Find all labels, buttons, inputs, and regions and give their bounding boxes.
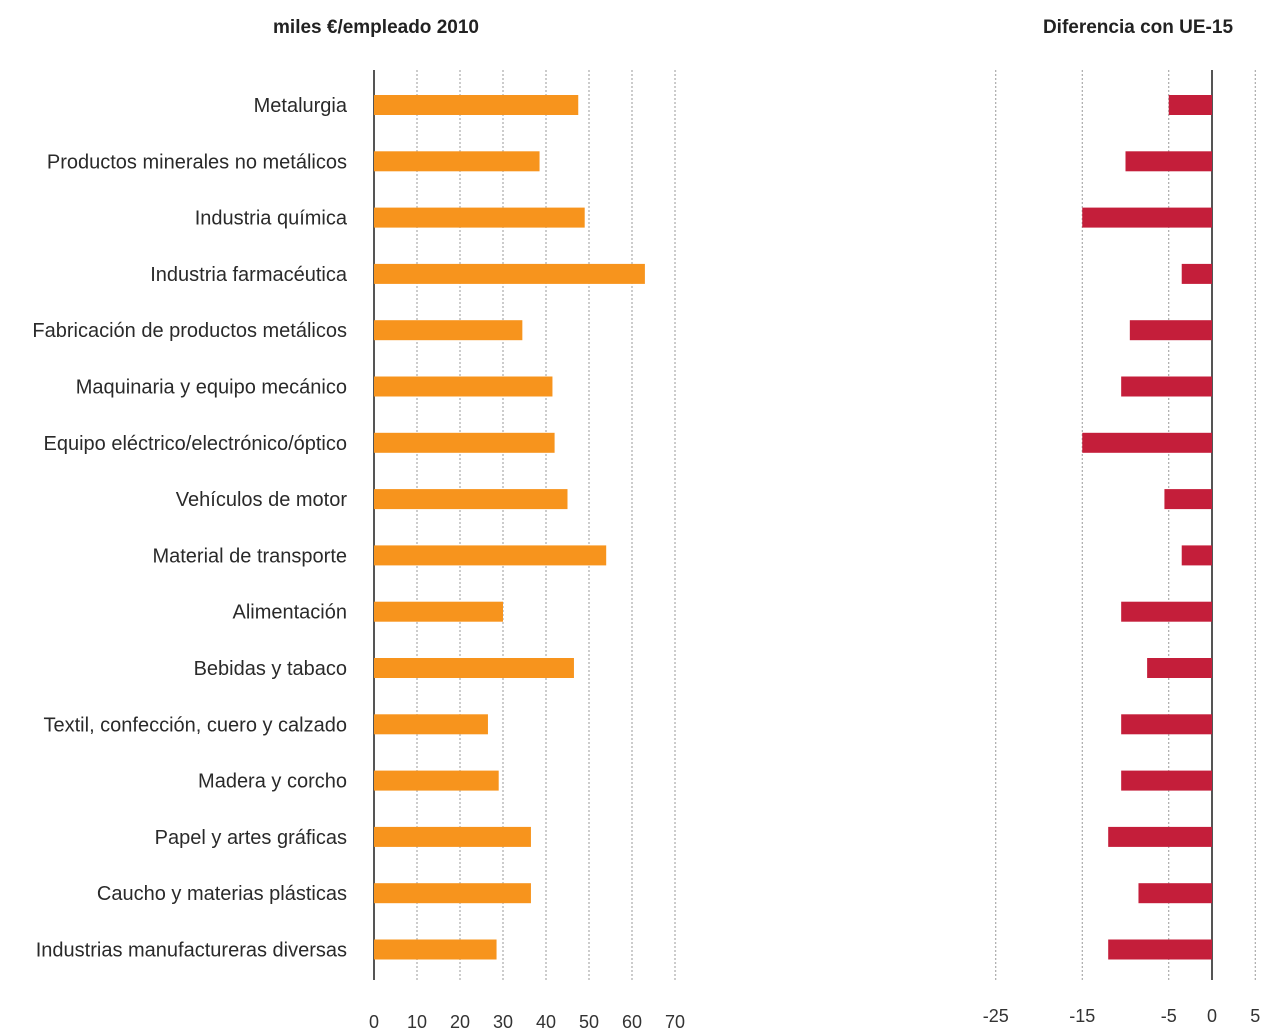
right-bar	[1082, 432, 1212, 453]
left-bar	[374, 939, 497, 960]
category-label: Caucho y materias plásticas	[97, 883, 347, 905]
category-label: Industria farmacéutica	[150, 264, 348, 286]
right-tick-label: 0	[1207, 1006, 1217, 1026]
category-labels: Metalurgia Productos minerales no metálic…	[32, 95, 347, 962]
category-label: Material de transporte	[152, 545, 347, 567]
left-tick-label: 70	[665, 1012, 685, 1032]
right-bar	[1181, 545, 1212, 566]
right-bars	[1082, 95, 1212, 960]
right-bar	[1147, 658, 1212, 678]
chart-title-right: Diferencia con UE-15	[1043, 17, 1233, 38]
category-label: Madera y corcho	[198, 771, 347, 793]
right-bar	[1108, 939, 1212, 960]
left-bar	[374, 826, 531, 847]
left-tick-label: 20	[450, 1012, 470, 1032]
category-label: Fabricación de productos metálicos	[32, 320, 347, 342]
category-label: Industria química	[195, 208, 348, 230]
left-tick-label: 50	[579, 1012, 599, 1032]
right-bar	[1181, 263, 1212, 284]
left-bars	[374, 95, 645, 960]
chart-title-left: miles €/empleado 2010	[273, 17, 479, 38]
left-x-tick-labels: 0 10 20 30 40 50 60 70	[369, 1012, 685, 1032]
right-bar	[1168, 95, 1212, 115]
left-bar	[374, 151, 540, 172]
category-label: Vehículos de motor	[176, 489, 348, 511]
left-bar	[374, 95, 579, 115]
right-bar	[1082, 207, 1212, 228]
left-tick-label: 30	[493, 1012, 513, 1032]
right-tick-label: -15	[1069, 1006, 1095, 1026]
category-label: Textil, confección, cuero y calzado	[44, 714, 348, 736]
category-label: Alimentación	[232, 602, 347, 624]
left-bar	[374, 320, 523, 341]
right-bar	[1121, 601, 1212, 622]
right-bar	[1121, 714, 1212, 735]
category-label: Productos minerales no metálicos	[47, 151, 347, 173]
left-tick-label: 40	[536, 1012, 556, 1032]
right-tick-label: -5	[1161, 1006, 1177, 1026]
category-label: Equipo eléctrico/electrónico/óptico	[43, 433, 347, 455]
left-bar	[374, 714, 488, 735]
left-bar	[374, 545, 607, 566]
category-label: Papel y artes gráficas	[155, 827, 347, 849]
left-bar	[374, 432, 555, 453]
left-bar	[374, 883, 531, 904]
right-x-tick-labels: -25 -15 -5 0 5	[983, 1006, 1261, 1026]
right-bar	[1121, 376, 1212, 397]
category-label: Bebidas y tabaco	[194, 658, 347, 680]
right-bar	[1108, 826, 1212, 847]
left-tick-label: 60	[622, 1012, 642, 1032]
right-bar	[1164, 489, 1212, 510]
category-label: Industrias manufactureras diversas	[36, 940, 347, 962]
left-bar	[374, 207, 585, 228]
right-tick-label: 5	[1250, 1006, 1260, 1026]
right-tick-label: -25	[983, 1006, 1009, 1026]
left-bar	[374, 489, 568, 510]
left-bar	[374, 263, 645, 284]
category-label: Maquinaria y equipo mecánico	[76, 377, 347, 399]
left-bar	[374, 376, 553, 397]
left-tick-label: 10	[407, 1012, 427, 1032]
left-bar	[374, 601, 503, 622]
right-bar	[1129, 320, 1212, 341]
left-bar	[374, 770, 499, 791]
left-bar	[374, 658, 574, 678]
category-label: Metalurgia	[254, 95, 348, 117]
right-bar	[1125, 151, 1212, 172]
left-tick-label: 0	[369, 1012, 379, 1032]
right-bar	[1138, 883, 1212, 904]
right-bar	[1121, 770, 1212, 791]
